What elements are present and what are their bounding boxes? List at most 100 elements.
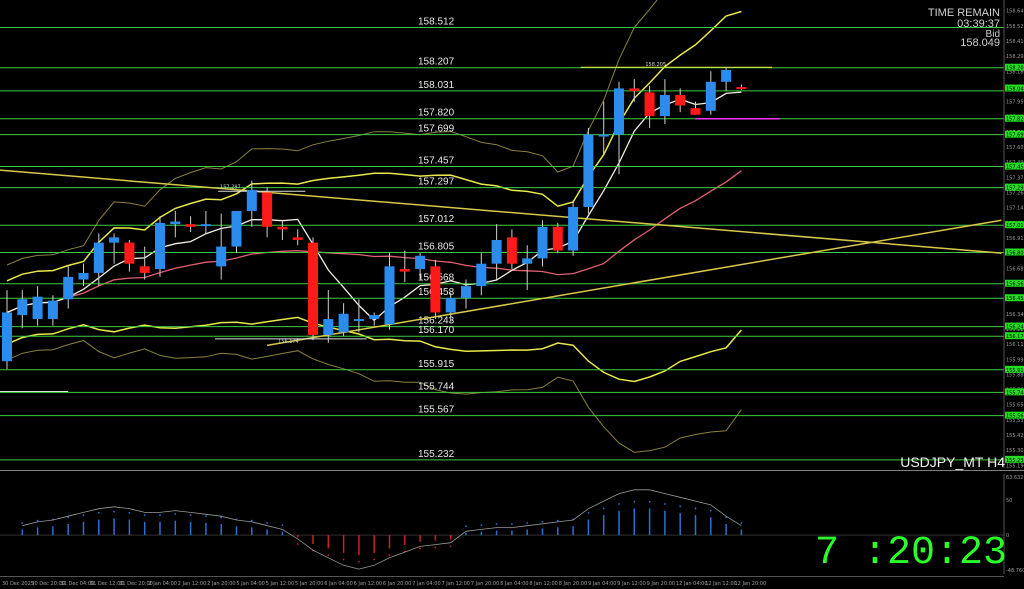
- time-tick[interactable]: 8 Jan 20:00: [559, 581, 587, 587]
- signal-dot: [526, 521, 529, 524]
- signal-dot: [281, 524, 284, 527]
- price-tag[interactable]: [1005, 130, 1024, 138]
- indicator-tick: -48.7606: [1006, 568, 1024, 574]
- time-tick[interactable]: 7 Jan 12:00: [442, 581, 470, 587]
- time-tick[interactable]: 8 Jan 04:00: [500, 581, 528, 587]
- time-tick[interactable]: 9 Jan 20:00: [647, 581, 675, 587]
- signal-dot: [633, 500, 636, 503]
- time-tick[interactable]: 8 Jan 12:00: [529, 581, 557, 587]
- indicator-tick: 50: [1006, 498, 1012, 504]
- bull-candle: [32, 296, 43, 320]
- level-label: 155.744: [418, 381, 455, 392]
- price-tag[interactable]: [1005, 455, 1024, 463]
- bull-candle: [170, 221, 181, 225]
- price-tag[interactable]: [1005, 365, 1024, 373]
- time-tick[interactable]: 12 Jan 04:00: [676, 581, 708, 587]
- price-tag-label: 157.820: [1006, 117, 1024, 123]
- signal-dot: [465, 525, 467, 528]
- time-tick[interactable]: 2 Jan 04:00: [149, 581, 177, 587]
- bull-candle: [659, 94, 670, 117]
- price-axis[interactable]: 158.640 158.525 158.410 158.295 158.180 158.0…: [1003, 0, 1024, 469]
- bull-candle: [93, 242, 104, 273]
- price-tick: 155.880: [1006, 372, 1024, 378]
- signal-dot: [97, 511, 100, 514]
- time-tick[interactable]: 12 Jan 20:00: [735, 581, 767, 587]
- price-tag[interactable]: [1005, 84, 1024, 92]
- price-tag[interactable]: [1005, 294, 1024, 302]
- time-tick[interactable]: 7 Jan 04:00: [412, 581, 440, 587]
- price-tick: 157.260: [1006, 191, 1024, 197]
- bear-candle: [690, 108, 701, 115]
- price-tag-label: 158.049: [1006, 87, 1024, 93]
- candles: [2, 67, 747, 370]
- bollinger-outer-lower: [6, 340, 742, 453]
- bull-candle: [47, 300, 58, 320]
- price-tick: 155.650: [1006, 403, 1024, 409]
- price-tag[interactable]: [1005, 322, 1024, 330]
- level-label: 156.805: [418, 241, 455, 252]
- price-tag[interactable]: [1005, 248, 1024, 256]
- signal-dot: [618, 503, 620, 505]
- signal-dot: [327, 554, 330, 557]
- time-tick[interactable]: 2 Jan 12:00: [178, 581, 206, 587]
- swing-low-annotation: 156.174: [278, 339, 299, 345]
- price-tag[interactable]: [1005, 63, 1024, 71]
- time-tick[interactable]: 9 Jan 04:00: [588, 581, 616, 587]
- signal-dot: [67, 516, 70, 519]
- signal-dot: [266, 521, 268, 524]
- time-tick[interactable]: 5 Jan 20:00: [295, 581, 323, 587]
- price-tick: 157.605: [1006, 145, 1024, 151]
- price-tag[interactable]: [1005, 183, 1024, 191]
- time-tick[interactable]: 31 Dec 20:00: [119, 581, 153, 587]
- horizontal-levels[interactable]: 158.512 158.207 158.031 157.820 157.699 157.4…: [0, 17, 1004, 461]
- descending-trendline[interactable]: [0, 169, 1002, 254]
- time-tick[interactable]: 7 Jan 20:00: [471, 581, 499, 587]
- time-remain-value: 03:39:37: [957, 18, 1000, 30]
- time-tick[interactable]: 31 Dec 04:00: [61, 581, 95, 587]
- price-tag[interactable]: [1005, 114, 1024, 122]
- price-tag[interactable]: [1005, 279, 1024, 287]
- bull-candle: [537, 226, 548, 259]
- price-tag[interactable]: [1005, 221, 1024, 229]
- bull-candle: [353, 319, 364, 322]
- price-tag[interactable]: [1005, 162, 1024, 170]
- time-tick[interactable]: 6 Jan 12:00: [354, 581, 382, 587]
- bear-candle: [736, 87, 747, 90]
- price-tag[interactable]: [1005, 388, 1024, 396]
- price-tick: 156.225: [1006, 327, 1024, 333]
- indicator-tick: 63.6329: [1006, 475, 1024, 481]
- price-tag[interactable]: [1005, 411, 1024, 419]
- level-label: 158.031: [418, 80, 455, 91]
- time-tick[interactable]: 5 Jan 12:00: [266, 581, 294, 587]
- time-tick[interactable]: 31 Dec 12:00: [90, 581, 124, 587]
- signal-dot: [128, 511, 131, 514]
- indicator-subwindow: 63.6329 50 0 -48.7606: [0, 470, 1024, 574]
- time-tick[interactable]: 2 Jan 20:00: [207, 581, 235, 587]
- time-tick[interactable]: 9 Jan 12:00: [617, 581, 645, 587]
- high-price-annotation: 158.205: [645, 62, 666, 68]
- time-tick[interactable]: 30 Dec 20:00: [31, 581, 65, 587]
- signal-dot: [36, 519, 39, 522]
- signal-dot: [143, 514, 146, 517]
- price-tick: 156.685: [1006, 266, 1024, 272]
- bid-label: Bid: [986, 29, 1000, 40]
- time-tick[interactable]: 6 Jan 20:00: [383, 581, 411, 587]
- time-tick[interactable]: 5 Jan 04:00: [236, 581, 264, 587]
- signal-dot: [664, 503, 666, 505]
- signal-dot: [709, 509, 712, 512]
- level-label: 157.457: [418, 156, 455, 167]
- level-label: 158.207: [418, 57, 455, 68]
- signal-dot: [373, 558, 376, 561]
- time-tick[interactable]: 6 Jan 04:00: [324, 581, 352, 587]
- signal-line: [22, 489, 742, 570]
- bull-candle: [17, 299, 28, 316]
- signal-dot: [205, 515, 207, 518]
- level-label: 155.232: [418, 449, 455, 460]
- price-tag[interactable]: [1005, 332, 1024, 340]
- time-tick[interactable]: 12 Jan 12:00: [705, 581, 737, 587]
- bear-candle: [552, 226, 563, 251]
- level-label: 155.567: [418, 405, 455, 416]
- price-tick: 158.525: [1006, 24, 1024, 30]
- time-tick[interactable]: 30 Dec 2025: [2, 581, 34, 587]
